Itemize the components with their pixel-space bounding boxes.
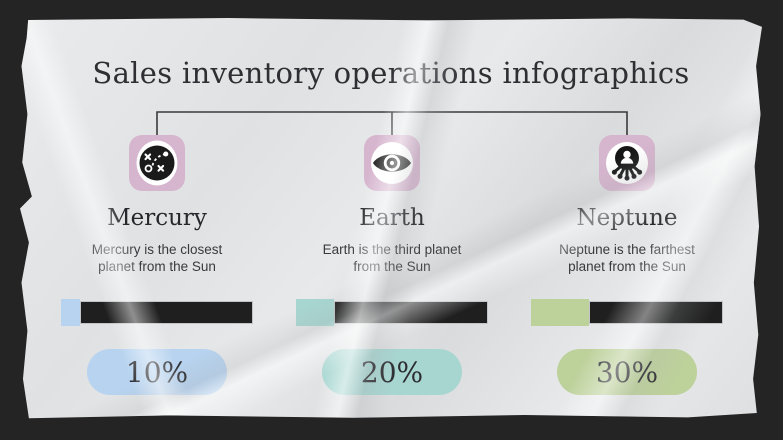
progress-bar-track xyxy=(334,301,488,324)
column-description: Mercury is the closest planet from the S… xyxy=(91,242,223,274)
progress-bar-fill xyxy=(61,299,81,326)
progress-bar xyxy=(531,299,723,326)
eye-icon xyxy=(364,135,420,191)
strategy-icon xyxy=(129,135,185,191)
progress-bar-track xyxy=(588,301,723,324)
column-heading: Mercury xyxy=(107,205,207,231)
network-icon xyxy=(599,135,655,191)
column-neptune: Neptune Neptune is the farthest planet f… xyxy=(531,18,723,418)
column-earth: Earth Earth is the third planet from the… xyxy=(296,18,488,418)
percent-badge: 20% xyxy=(322,349,462,395)
progress-bar-track xyxy=(80,301,253,324)
progress-bar-fill xyxy=(531,299,589,326)
percent-badge: 10% xyxy=(87,349,227,395)
percent-badge: 30% xyxy=(557,349,697,395)
progress-bar-fill xyxy=(296,299,335,326)
progress-bar xyxy=(61,299,253,326)
column-description: Neptune is the farthest planet from the … xyxy=(559,242,695,274)
slide-paper: Sales inventory operations infographics … xyxy=(20,18,762,419)
progress-bar xyxy=(296,299,488,326)
column-mercury: Mercury Mercury is the closest planet fr… xyxy=(61,18,253,418)
column-heading: Neptune xyxy=(576,205,678,231)
column-description: Earth is the third planet from the Sun xyxy=(322,242,462,274)
column-heading: Earth xyxy=(359,205,425,231)
